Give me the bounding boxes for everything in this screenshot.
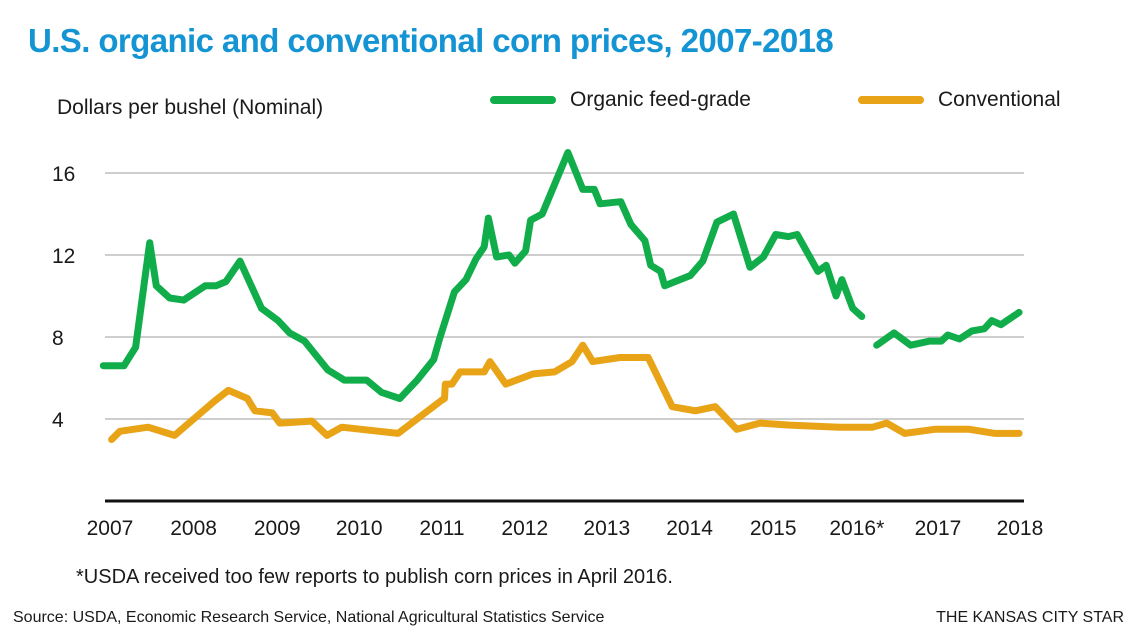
x-tick-label-2016-star: 2016* <box>829 517 884 540</box>
y-tick-label-16: 16 <box>52 163 75 186</box>
source-note: Source: USDA, Economic Research Service,… <box>13 609 605 626</box>
x-tick-label-2012: 2012 <box>501 517 548 540</box>
x-tick-labels: 2007 2008 2009 2010 2011 2012 2013 2014 2015 2016… <box>87 517 1044 540</box>
legend-swatch-organic <box>490 96 556 104</box>
y-axis-label: Dollars per bushel (Nominal) <box>57 96 324 119</box>
legend-item-conventional: Conventional <box>858 88 1061 112</box>
x-tick-label-2007: 2007 <box>87 517 134 540</box>
x-tick-label-2014: 2014 <box>666 517 713 540</box>
chart-title: U.S. organic and conventional corn price… <box>28 22 834 59</box>
x-tick-label-2011: 2011 <box>419 517 464 540</box>
gridlines <box>105 172 1024 420</box>
series-line-conventional-segment-1 <box>108 341 1023 443</box>
series-line-organic-segment-2 <box>873 308 1023 349</box>
x-tick-label-2009: 2009 <box>254 517 301 540</box>
x-tick-label-2013: 2013 <box>583 517 630 540</box>
y-tick-label-8: 8 <box>52 327 64 350</box>
y-tick-label-4: 4 <box>52 409 64 432</box>
x-tick-label-2015: 2015 <box>750 517 797 540</box>
series-line-organic-segment-1 <box>99 149 866 402</box>
x-tick-label-2010: 2010 <box>336 517 383 540</box>
x-tick-label-2017: 2017 <box>915 517 962 540</box>
x-tick-label-2018: 2018 <box>997 517 1044 540</box>
legend-item-organic: Organic feed-grade <box>490 88 751 112</box>
y-tick-label-12: 12 <box>52 245 75 268</box>
y-tick-labels: 4 8 12 16 <box>52 163 75 432</box>
legend-label-conventional: Conventional <box>938 88 1061 111</box>
x-tick-label-2008: 2008 <box>170 517 217 540</box>
legend-swatch-conventional <box>858 96 924 104</box>
footnote: *USDA received too few reports to publis… <box>76 566 673 588</box>
publisher-credit: THE KANSAS CITY STAR <box>936 609 1124 626</box>
legend-label-organic: Organic feed-grade <box>570 88 751 111</box>
series-lines <box>99 149 1023 443</box>
